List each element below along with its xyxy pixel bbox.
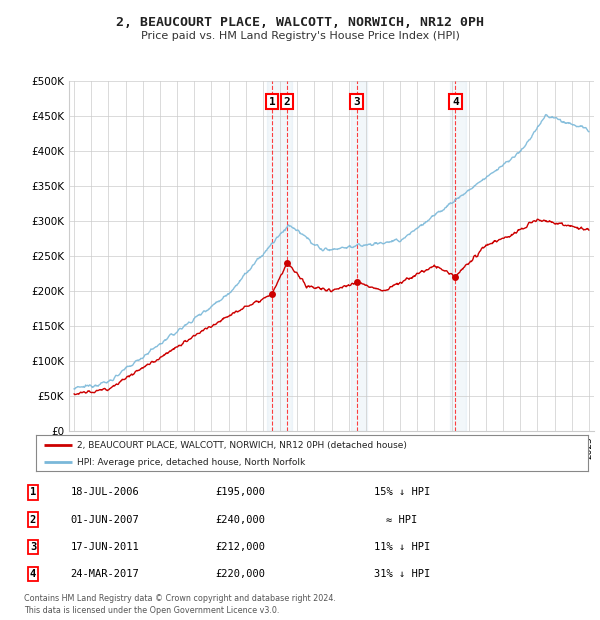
- Text: 3: 3: [353, 97, 360, 107]
- Text: 31% ↓ HPI: 31% ↓ HPI: [374, 569, 430, 579]
- Text: 17-JUN-2011: 17-JUN-2011: [71, 542, 139, 552]
- Text: £240,000: £240,000: [215, 515, 265, 525]
- Text: 2, BEAUCOURT PLACE, WALCOTT, NORWICH, NR12 0PH (detached house): 2, BEAUCOURT PLACE, WALCOTT, NORWICH, NR…: [77, 441, 407, 450]
- Text: 2: 2: [284, 97, 290, 107]
- Text: Price paid vs. HM Land Registry's House Price Index (HPI): Price paid vs. HM Land Registry's House …: [140, 31, 460, 41]
- Text: 1: 1: [269, 97, 275, 107]
- Text: 15% ↓ HPI: 15% ↓ HPI: [374, 487, 430, 497]
- Bar: [352, 81, 367, 431]
- Text: HPI: Average price, detached house, North Norfolk: HPI: Average price, detached house, Nort…: [77, 458, 305, 467]
- Text: 4: 4: [30, 569, 36, 579]
- Text: 1: 1: [30, 487, 36, 497]
- Bar: [450, 81, 466, 431]
- Text: 11% ↓ HPI: 11% ↓ HPI: [374, 542, 430, 552]
- Bar: [267, 81, 292, 431]
- Text: £195,000: £195,000: [215, 487, 265, 497]
- Text: 2, BEAUCOURT PLACE, WALCOTT, NORWICH, NR12 0PH: 2, BEAUCOURT PLACE, WALCOTT, NORWICH, NR…: [116, 17, 484, 29]
- Text: £220,000: £220,000: [215, 569, 265, 579]
- Text: 24-MAR-2017: 24-MAR-2017: [71, 569, 139, 579]
- Text: 18-JUL-2006: 18-JUL-2006: [71, 487, 139, 497]
- Text: 3: 3: [30, 542, 36, 552]
- Text: 4: 4: [452, 97, 459, 107]
- Text: 2: 2: [30, 515, 36, 525]
- Text: £212,000: £212,000: [215, 542, 265, 552]
- Text: 01-JUN-2007: 01-JUN-2007: [71, 515, 139, 525]
- Text: Contains HM Land Registry data © Crown copyright and database right 2024.
This d: Contains HM Land Registry data © Crown c…: [24, 594, 336, 615]
- Text: ≈ HPI: ≈ HPI: [386, 515, 418, 525]
